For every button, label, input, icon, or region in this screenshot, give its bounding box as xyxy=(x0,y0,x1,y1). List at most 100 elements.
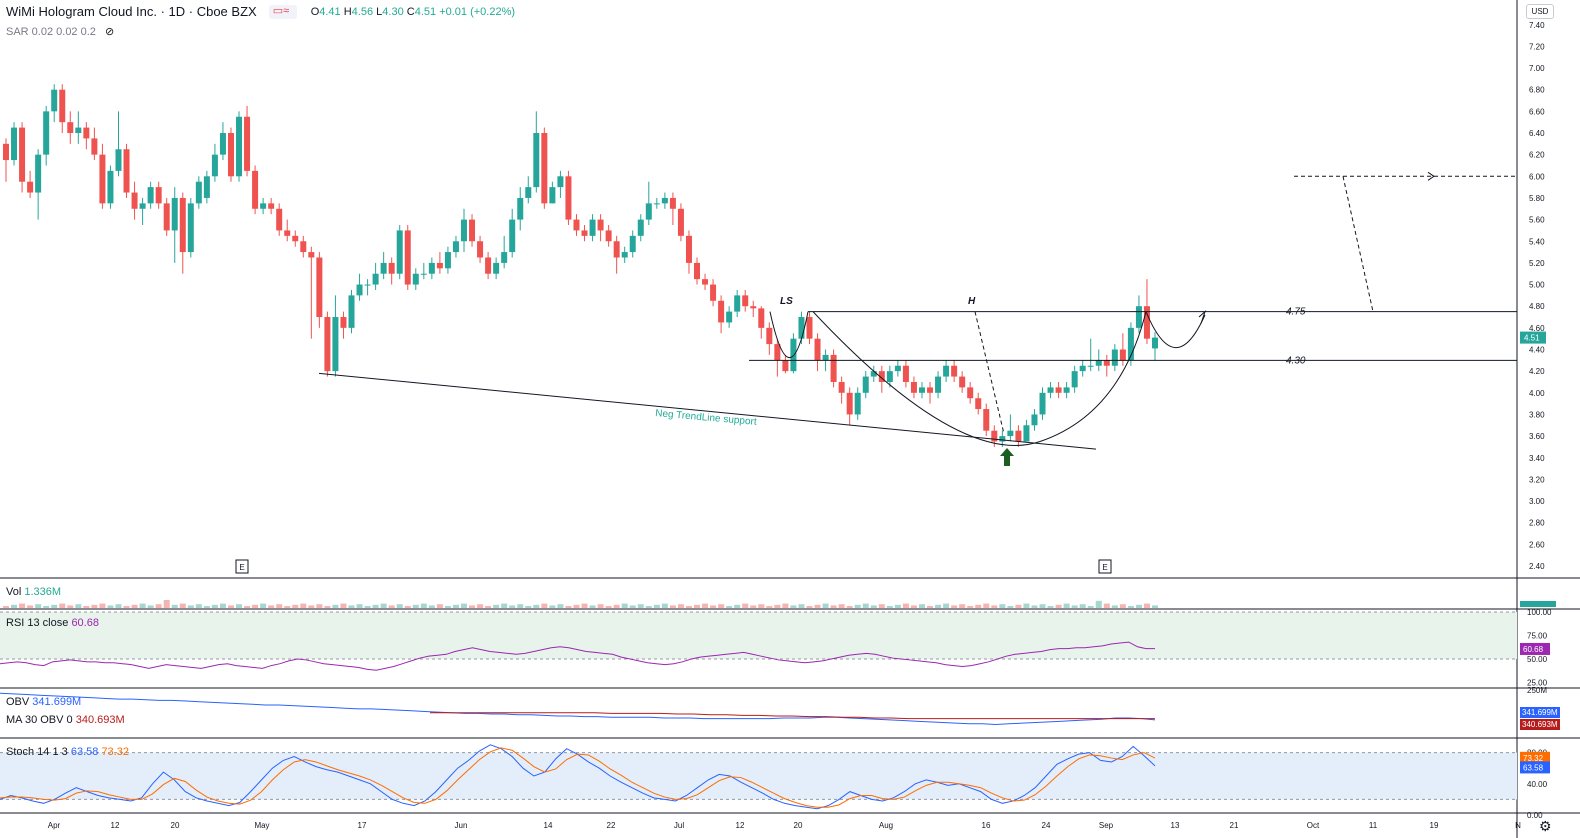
volume-bar xyxy=(1063,603,1070,608)
obv-line xyxy=(0,692,1156,725)
candle-body xyxy=(589,219,596,236)
volume-bar xyxy=(983,603,990,608)
time-tick-label: 12 xyxy=(736,821,745,830)
rsi-legend[interactable]: RSI 13 close 60.68 xyxy=(6,617,99,629)
rsi-title: RSI 13 close xyxy=(6,617,69,629)
time-tick-label: 20 xyxy=(171,821,180,830)
time-tick-label: 16 xyxy=(982,821,991,830)
candle-body xyxy=(790,338,797,372)
chart-header: WiMi Hologram Cloud Inc. · 1D · Cboe BZX… xyxy=(6,4,515,19)
volume-bar xyxy=(991,605,998,608)
volume-bar xyxy=(19,603,26,608)
candle-body xyxy=(549,187,556,204)
candle-body xyxy=(509,219,516,253)
time-tick-label: 11 xyxy=(1369,821,1378,830)
candle-body xyxy=(477,241,484,258)
obv-ma-legend[interactable]: MA 30 OBV 0 340.693M xyxy=(6,714,125,726)
time-tick-label: 17 xyxy=(358,821,367,830)
candle-body xyxy=(726,311,733,323)
currency-button[interactable]: USD xyxy=(1526,4,1554,19)
change-value: +0.01 (+0.22%) xyxy=(439,5,516,18)
volume-bar xyxy=(702,603,709,608)
stoch-legend[interactable]: Stoch 14 1 3 63.58 73.32 xyxy=(6,746,129,758)
volume-bar xyxy=(846,606,853,608)
candle-body xyxy=(854,392,861,415)
gear-icon[interactable]: ⚙ xyxy=(1539,818,1552,834)
candle-body xyxy=(1031,414,1038,426)
time-tick-label: Sep xyxy=(1099,821,1114,830)
eye-off-icon[interactable]: ⊘ xyxy=(104,26,115,38)
last-price-badge xyxy=(1520,331,1546,344)
volume-bar xyxy=(774,604,781,608)
obv-tick-label: 250M xyxy=(1527,686,1547,695)
price-tick-label: 2.80 xyxy=(1529,519,1545,528)
vol-title: Vol xyxy=(6,586,22,598)
volume-bar xyxy=(163,600,170,608)
vol-legend[interactable]: Vol 1.336M xyxy=(6,586,61,598)
symbol-title[interactable]: WiMi Hologram Cloud Inc. · 1D · Cboe BZX xyxy=(6,4,257,19)
volume-bar xyxy=(284,606,291,608)
volume-bar xyxy=(661,603,668,608)
candle-body xyxy=(613,241,620,258)
volume-bar xyxy=(549,605,556,608)
time-tick-label: 20 xyxy=(794,821,803,830)
candle-body xyxy=(107,170,114,204)
candle-body xyxy=(1087,365,1094,367)
time-tick-label: N xyxy=(1515,821,1521,830)
volume-bar xyxy=(115,604,122,608)
volume-bar xyxy=(396,604,403,608)
volume-bar xyxy=(637,604,644,608)
volume-bar xyxy=(935,604,942,608)
open-value: 4.41 xyxy=(319,5,341,18)
volume-bar xyxy=(862,603,869,608)
candle-body xyxy=(1039,392,1046,415)
candle-body xyxy=(276,208,283,231)
candle-body xyxy=(1152,337,1158,349)
volume-bar xyxy=(1039,604,1046,608)
candle-body xyxy=(653,203,660,205)
candle-body xyxy=(83,127,90,139)
candle-body xyxy=(444,252,451,269)
price-tick-label: 4.40 xyxy=(1529,346,1545,355)
volume-bar xyxy=(460,603,467,608)
candle-body xyxy=(268,203,275,209)
volume-bar xyxy=(726,606,733,608)
indicator-legend[interactable]: SAR 0.02 0.02 0.2 ⊘ xyxy=(6,25,114,38)
volume-bar xyxy=(758,604,765,608)
candle-body xyxy=(115,149,122,171)
volume-bar xyxy=(910,605,917,608)
volume-bar xyxy=(493,604,500,608)
volume-bar xyxy=(1007,606,1014,608)
volume-bar xyxy=(806,606,813,608)
candle-body xyxy=(428,262,435,274)
candle-body xyxy=(469,219,476,242)
volume-bar xyxy=(1079,604,1086,608)
volume-bar xyxy=(324,606,331,608)
volume-bar xyxy=(107,605,114,608)
price-tick-label: 4.00 xyxy=(1529,389,1545,398)
volume-bar xyxy=(51,604,58,608)
obv-ma-badge-label: 340.693M xyxy=(1522,720,1558,729)
rsi-tick-label: 25.00 xyxy=(1527,679,1548,688)
volume-bar xyxy=(541,603,548,608)
candle-body xyxy=(131,192,138,209)
candle-body xyxy=(918,387,925,393)
vol-value: 1.336M xyxy=(24,586,62,598)
volume-bar xyxy=(959,604,966,608)
candle-body xyxy=(1023,425,1030,442)
time-tick-label: 14 xyxy=(544,821,553,830)
candle-body xyxy=(1127,327,1134,361)
volume-bar xyxy=(412,604,419,608)
candle-body xyxy=(766,327,773,345)
volume-bar xyxy=(428,605,435,608)
volume-bar xyxy=(1015,604,1022,608)
time-tick-label: Jun xyxy=(455,821,468,830)
market-status-badge[interactable]: ▭≈ xyxy=(268,4,297,19)
obv-legend[interactable]: OBV 341.699M xyxy=(6,696,81,708)
candle-body xyxy=(1103,360,1110,366)
volume-bar xyxy=(742,603,749,608)
neg-trendline xyxy=(318,372,1097,450)
candle-body xyxy=(27,181,34,193)
volume-bar xyxy=(236,604,243,608)
